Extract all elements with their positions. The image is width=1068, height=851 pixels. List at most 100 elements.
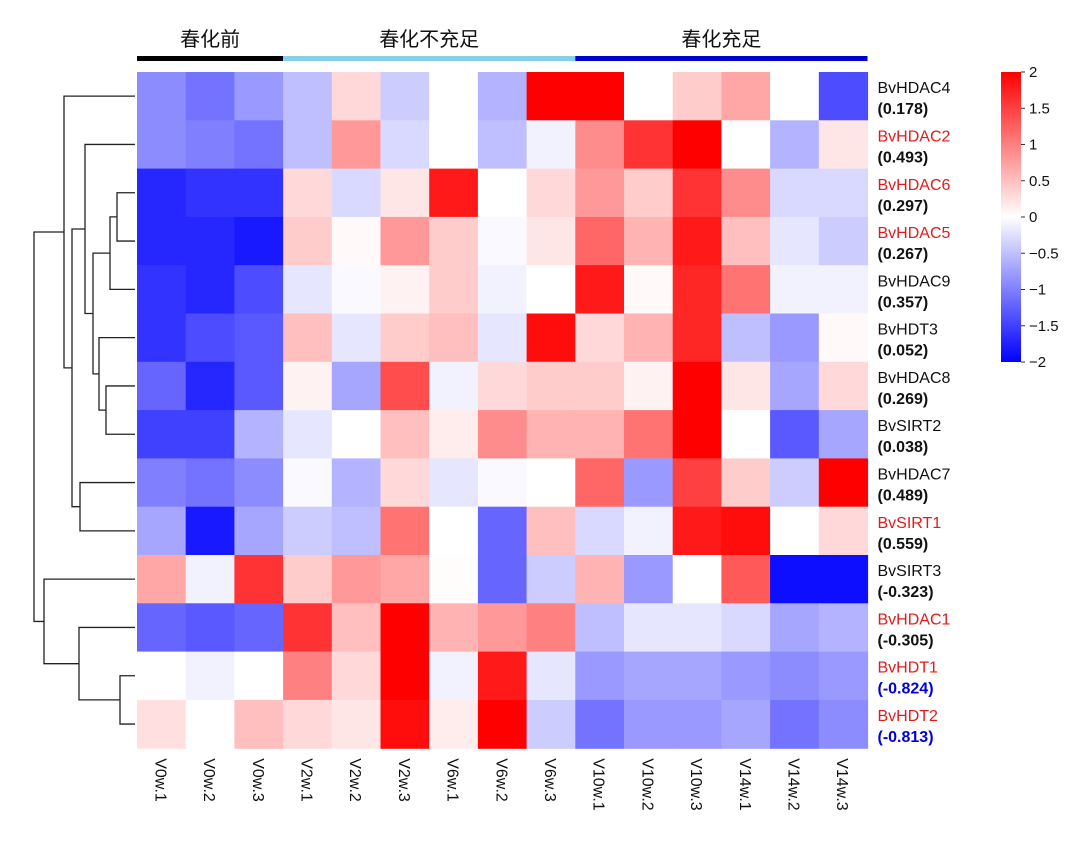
heatmap-cell-BvHDAC2-V14w.1: [721, 120, 771, 170]
heatmap-cell-BvHDAC6-V14w.1: [721, 168, 771, 218]
row-correlation-BvHDT2: (-0.813): [878, 729, 934, 746]
heatmap-cell-BvHDAC1-V10w.1: [575, 603, 625, 653]
heatmap-cell-BvSIRT2-V6w.1: [429, 410, 479, 459]
heatmap-cell-BvSIRT2-V0w.3: [234, 410, 284, 459]
heatmap-cell-BvSIRT1-V6w.2: [477, 506, 528, 556]
heatmap-cell-BvHDAC4-V6w.1: [429, 72, 479, 121]
heatmap-cell-BvHDT3-V2w.1: [283, 313, 333, 363]
row-correlation-BvHDAC1: (-0.305): [878, 632, 934, 649]
heatmap-cell-BvHDAC8-V6w.2: [477, 361, 528, 411]
heatmap-cell-BvHDAC9-V0w.3: [234, 265, 284, 315]
heatmap-cell-BvHDAC8-V2w.2: [331, 361, 382, 411]
row-label-BvHDT1: BvHDT1: [878, 660, 939, 677]
row-label-BvHDAC2: BvHDAC2: [878, 128, 951, 145]
heatmap-cell-BvHDT1-V2w.2: [331, 651, 382, 701]
heatmap-cell-BvHDAC5-V2w.2: [331, 216, 382, 266]
heatmap-cell-BvHDAC8-V0w.1: [137, 361, 187, 411]
column-label-V6w.3: V6w.3: [541, 758, 558, 802]
heatmap-cell-BvHDAC9-V6w.1: [429, 265, 479, 315]
heatmap-cell-BvSIRT1-V0w.3: [234, 506, 284, 556]
heatmap-cell-BvHDAC6-V6w.3: [526, 168, 576, 218]
heatmap-cell-BvHDT3-V10w.3: [672, 313, 722, 363]
row-label-BvHDAC6: BvHDAC6: [878, 177, 951, 194]
heatmap-cell-BvHDT1-V14w.2: [770, 651, 820, 701]
heatmap-cell-BvHDAC2-V2w.3: [380, 120, 430, 170]
heatmap-cell-BvHDAC4-V10w.1: [575, 72, 625, 121]
heatmap-cell-BvHDAC6-V2w.2: [331, 168, 382, 218]
heatmap-cell-BvHDT1-V0w.1: [137, 651, 187, 701]
heatmap-cell-BvHDT1-V10w.2: [624, 651, 674, 701]
heatmap-cell-BvHDT2-V14w.3: [818, 699, 869, 749]
heatmap-cell-BvHDT2-V6w.3: [526, 699, 576, 749]
color-scale-legend: 2 1.5 1 0.5 0 −0.5 −1 −1.5 −2: [1001, 64, 1059, 371]
heatmap-cell-BvHDAC8-V6w.1: [429, 361, 479, 411]
heatmap-cell-BvHDAC5-V14w.2: [770, 216, 820, 266]
row-correlation-BvHDAC7: (0.489): [878, 488, 929, 505]
heatmap-cell-BvHDT2-V0w.1: [137, 699, 187, 749]
heatmap-cell-BvHDAC7-V6w.3: [526, 458, 576, 508]
heatmap-cell-BvHDAC6-V10w.2: [624, 168, 674, 218]
heatmap-cell-BvHDAC9-V14w.1: [721, 265, 771, 315]
heatmap-cell-BvHDAC5-V2w.1: [283, 216, 333, 266]
heatmap-cell-BvHDAC2-V6w.3: [526, 120, 576, 170]
heatmap-cell-BvHDAC1-V2w.2: [331, 603, 382, 653]
heatmap-cell-BvHDAC6-V10w.3: [672, 168, 722, 218]
column-label-V14w.1: V14w.1: [736, 758, 753, 811]
heatmap-cell-BvSIRT3-V10w.1: [575, 555, 625, 604]
heatmap-cell-BvHDAC6-V2w.1: [283, 168, 333, 218]
heatmap-cell-BvHDAC7-V10w.3: [672, 458, 722, 508]
heatmap-cell-BvHDAC8-V14w.3: [818, 361, 869, 411]
column-group-annotations: 春化前 春化不充足 春化充足: [137, 28, 868, 61]
row-label-BvHDAC4: BvHDAC4: [878, 80, 951, 97]
heatmap-cell-BvHDAC4-V0w.1: [137, 72, 187, 121]
heatmap-cell-BvHDT2-V10w.1: [575, 699, 625, 749]
heatmap-cell-BvHDAC8-V14w.2: [770, 361, 820, 411]
row-label-BvSIRT2: BvSIRT2: [878, 418, 942, 435]
row-label-BvSIRT1: BvSIRT1: [878, 515, 942, 532]
heatmap-cell-BvHDT3-V10w.1: [575, 313, 625, 363]
heatmap-cell-BvSIRT1-V2w.1: [283, 506, 333, 556]
heatmap-cell-BvHDAC8-V0w.3: [234, 361, 284, 411]
column-label-V2w.3: V2w.3: [395, 758, 412, 802]
heatmap-cell-BvHDAC1-V2w.3: [380, 603, 430, 653]
heatmap-cell-BvHDAC5-V0w.1: [137, 216, 187, 266]
heatmap-cell-BvSIRT1-V14w.1: [721, 506, 771, 556]
dendrogram-branch: [119, 675, 135, 725]
heatmap-cell-BvHDAC6-V0w.1: [137, 168, 187, 218]
column-label-V10w.1: V10w.1: [590, 758, 607, 811]
heatmap-cell-BvHDAC5-V14w.3: [818, 216, 869, 266]
heatmap-cell-BvHDAC2-V0w.1: [137, 120, 187, 170]
heatmap-cell-BvSIRT2-V14w.3: [818, 410, 869, 459]
heatmap-cell-BvHDAC7-V6w.1: [429, 458, 479, 508]
heatmap-cell-BvHDAC8-V10w.1: [575, 361, 625, 411]
heatmap-cell-BvHDAC2-V10w.2: [624, 120, 674, 170]
heatmap-cell-BvHDAC1-V0w.2: [185, 603, 235, 653]
heatmap-cell-BvHDAC4-V10w.2: [624, 72, 674, 121]
heatmap-cell-BvHDT1-V2w.1: [283, 651, 333, 701]
heatmap-cell-BvSIRT1-V10w.3: [672, 506, 722, 556]
heatmap-cell-BvSIRT1-V6w.3: [526, 506, 576, 556]
row-label-BvHDAC8: BvHDAC8: [878, 370, 951, 387]
heatmap-cell-BvSIRT2-V6w.2: [477, 410, 528, 459]
heatmap-cell-BvHDAC8-V2w.3: [380, 361, 430, 411]
heatmap-cell-BvHDT2-V6w.2: [477, 699, 528, 749]
heatmap-cell-BvHDAC5-V2w.3: [380, 216, 430, 266]
column-label-V10w.2: V10w.2: [638, 758, 655, 811]
heatmap-cell-BvHDT2-V2w.1: [283, 699, 333, 749]
heatmap-cell-BvHDAC9-V14w.2: [770, 265, 820, 315]
heatmap-cell-BvHDAC4-V14w.3: [818, 72, 869, 121]
heatmap-cell-BvSIRT1-V0w.1: [137, 506, 187, 556]
dendrogram-branch: [109, 216, 135, 290]
heatmap-cell-BvSIRT3-V2w.2: [331, 555, 382, 604]
row-label-BvHDAC9: BvHDAC9: [878, 273, 951, 290]
heatmap-cell-BvHDAC5-V14w.1: [721, 216, 771, 266]
heatmap-cell-BvHDT2-V2w.3: [380, 699, 430, 749]
heatmap-cell-BvSIRT3-V10w.2: [624, 555, 674, 604]
heatmap-cell-BvHDAC4-V0w.2: [185, 72, 235, 121]
heatmap-cell-BvHDT2-V0w.2: [185, 699, 235, 749]
heatmap-cell-BvSIRT2-V6w.3: [526, 410, 576, 459]
group-bar-3: [575, 56, 868, 61]
row-dendrogram: [33, 95, 135, 725]
heatmap-cell-BvHDAC7-V14w.1: [721, 458, 771, 508]
row-correlation-BvHDAC9: (0.357): [878, 294, 929, 311]
